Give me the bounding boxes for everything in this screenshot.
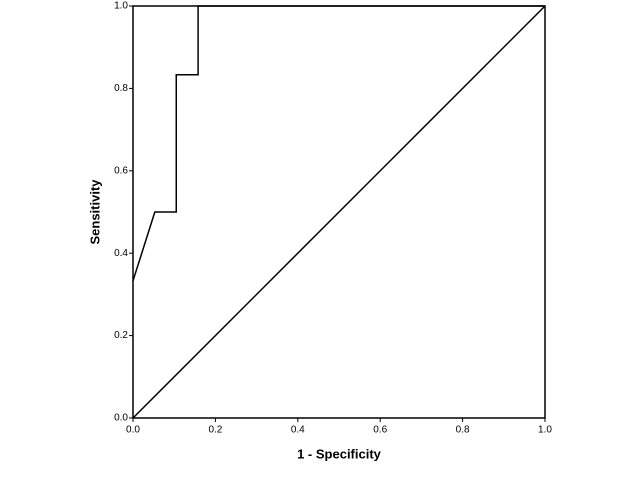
y-tick-label: 0.2 — [114, 330, 128, 341]
y-tick-label: 0.8 — [114, 83, 128, 94]
y-tick-label: 0.0 — [114, 413, 128, 424]
x-tick-label: 0.8 — [456, 425, 470, 436]
x-tick-label: 1.0 — [538, 425, 552, 436]
y-axis-title: Sensitivity — [87, 179, 102, 245]
x-tick-label: 0.0 — [126, 425, 140, 436]
y-tick-label: 0.6 — [114, 165, 128, 176]
x-tick-label: 0.4 — [291, 425, 305, 436]
series-line — [132, 5, 545, 282]
x-axis-title: 1 - Specificity — [297, 446, 382, 461]
x-tick-label: 0.6 — [373, 425, 387, 436]
y-tick-label: 0.4 — [114, 248, 128, 259]
series-line — [132, 5, 546, 419]
x-tick-label: 0.2 — [208, 425, 222, 436]
y-tick-label: 1.0 — [114, 1, 128, 12]
